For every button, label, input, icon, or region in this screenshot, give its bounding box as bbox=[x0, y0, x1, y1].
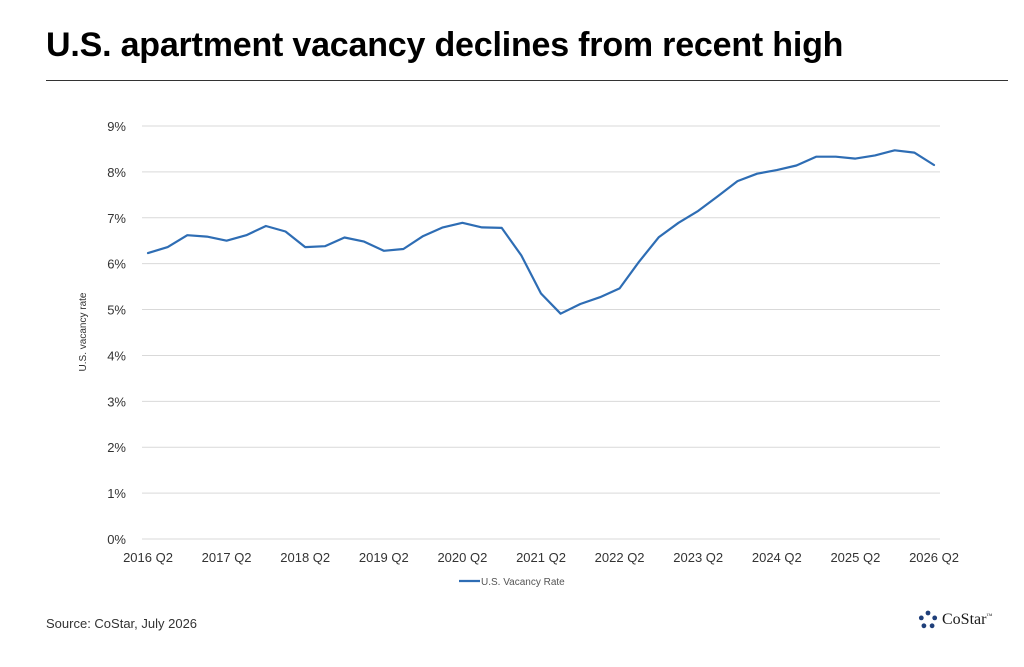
source-note: Source: CoStar, July 2026 bbox=[46, 616, 198, 631]
y-tick-label: 8% bbox=[107, 165, 126, 180]
x-tick-label: 2016 Q2 bbox=[123, 550, 173, 565]
x-tick-label: 2020 Q2 bbox=[437, 550, 487, 565]
y-tick-label: 3% bbox=[107, 394, 126, 409]
x-tick-label: 2023 Q2 bbox=[673, 550, 723, 565]
legend-label: U.S. Vacancy Rate bbox=[481, 577, 565, 588]
x-tick-label: 2021 Q2 bbox=[516, 550, 566, 565]
y-axis-title: U.S. vacancy rate bbox=[78, 292, 89, 371]
y-tick-label: 1% bbox=[107, 486, 126, 501]
logo-trademark: ™ bbox=[986, 613, 993, 620]
y-tick-label: 9% bbox=[107, 119, 126, 134]
costar-star-icon bbox=[918, 610, 938, 629]
x-tick-label: 2024 Q2 bbox=[752, 550, 802, 565]
y-tick-label: 4% bbox=[107, 348, 126, 363]
x-tick-label: 2026 Q2 bbox=[909, 550, 959, 565]
title-divider bbox=[46, 80, 1008, 81]
y-tick-label: 0% bbox=[107, 532, 126, 547]
y-tick-label: 7% bbox=[107, 211, 126, 226]
chart-title: U.S. apartment vacancy declines from rec… bbox=[46, 26, 844, 64]
x-tick-label: 2019 Q2 bbox=[359, 550, 409, 565]
costar-logo: CoStar™ bbox=[918, 610, 992, 630]
x-tick-label: 2017 Q2 bbox=[202, 550, 252, 565]
y-tick-label: 5% bbox=[107, 303, 126, 318]
logo-wordmark: CoStar bbox=[942, 611, 987, 628]
x-tick-label: 2022 Q2 bbox=[595, 550, 645, 565]
series-line bbox=[146, 149, 936, 315]
y-tick-label: 2% bbox=[107, 440, 126, 455]
x-tick-label: 2025 Q2 bbox=[830, 550, 880, 565]
logo-text: CoStar™ bbox=[942, 611, 992, 629]
y-tick-label: 6% bbox=[107, 257, 126, 272]
vacancy-line-chart: 0% 1% 2% 3% 4% 5% 6% 7% 8% 9% 2016 Q2 2017 Q2 2018 Q… bbox=[78, 119, 959, 588]
x-tick-label: 2018 Q2 bbox=[280, 550, 330, 565]
